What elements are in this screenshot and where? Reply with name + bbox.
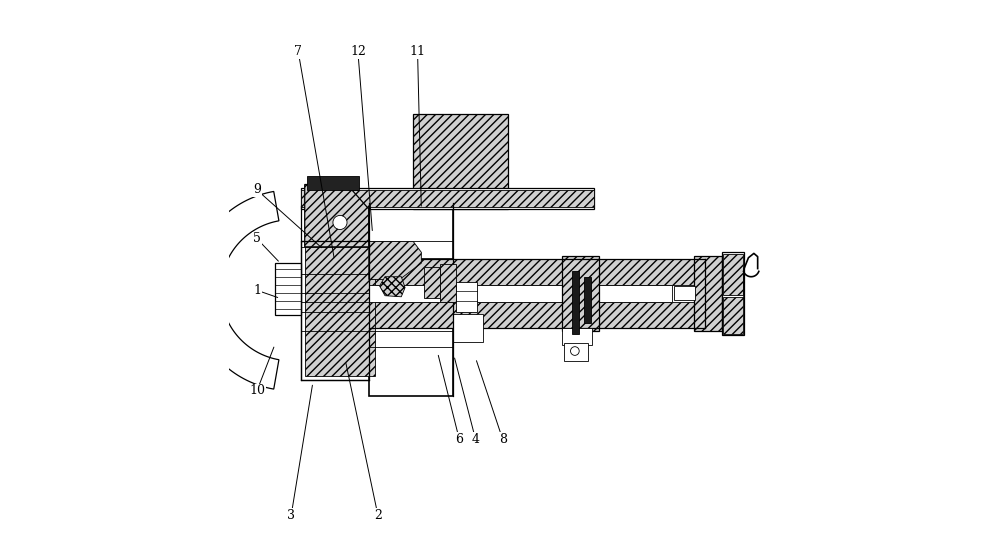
Bar: [456, 282, 477, 312]
Bar: [305, 246, 375, 376]
Bar: [584, 277, 591, 323]
Bar: [674, 287, 695, 300]
Bar: [424, 267, 440, 299]
Text: 10: 10: [249, 384, 265, 397]
Circle shape: [333, 215, 347, 230]
Bar: [723, 297, 743, 334]
Bar: [722, 252, 744, 335]
Text: 9: 9: [253, 184, 261, 196]
Polygon shape: [305, 185, 369, 247]
Text: 7: 7: [294, 45, 302, 58]
Text: 5: 5: [253, 232, 261, 246]
Bar: [301, 242, 380, 380]
Bar: [723, 254, 743, 295]
Polygon shape: [369, 242, 421, 279]
Polygon shape: [380, 277, 405, 297]
Bar: [413, 114, 508, 209]
Text: 8: 8: [499, 433, 507, 446]
Bar: [275, 263, 301, 315]
Text: 12: 12: [350, 45, 366, 58]
Bar: [564, 344, 588, 361]
Text: 4: 4: [472, 433, 480, 446]
Bar: [440, 264, 456, 302]
Text: 1: 1: [253, 284, 261, 297]
Bar: [562, 256, 599, 331]
Bar: [562, 328, 592, 345]
Polygon shape: [191, 191, 279, 389]
Bar: [369, 285, 672, 302]
Bar: [369, 203, 453, 396]
Text: 11: 11: [410, 45, 426, 58]
Text: 3: 3: [287, 509, 295, 522]
Bar: [694, 256, 722, 331]
Bar: [301, 190, 594, 207]
Circle shape: [571, 347, 579, 355]
Text: 2: 2: [374, 509, 382, 522]
Bar: [301, 189, 594, 209]
Bar: [307, 176, 359, 190]
Bar: [572, 271, 579, 334]
Bar: [453, 313, 483, 342]
Bar: [369, 302, 705, 328]
Text: 6: 6: [455, 433, 463, 446]
Bar: [369, 259, 705, 285]
